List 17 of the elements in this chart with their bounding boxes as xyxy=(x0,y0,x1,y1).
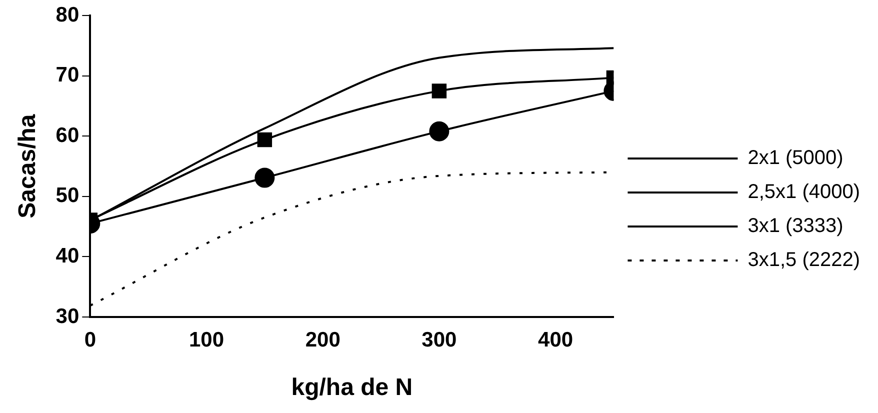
x-tick-label: 300 xyxy=(422,328,457,352)
y-axis-title: Sacas/ha xyxy=(14,114,42,218)
x-tick-label: 200 xyxy=(305,328,340,352)
y-tick-label: 70 xyxy=(56,64,80,87)
text: 3x1 (3333) xyxy=(748,215,844,238)
text: 2x1 (5000) xyxy=(748,147,844,170)
x-tick-label: 100 xyxy=(188,328,224,352)
x-tick-label: 400 xyxy=(538,328,574,352)
x-axis-title: kg/ha de N xyxy=(291,374,413,402)
y-tick-label: 50 xyxy=(56,184,80,208)
y-tick-label: 30 xyxy=(56,304,80,328)
text: 2,5x1 (4000) xyxy=(748,181,860,204)
x-tick-label: 0 xyxy=(84,328,96,352)
y-tick-label: 80 xyxy=(56,3,80,26)
y-tick-label: 60 xyxy=(56,124,80,147)
y-tick-label: 40 xyxy=(56,244,80,268)
text: 3x1,5 (2222) xyxy=(748,249,860,272)
